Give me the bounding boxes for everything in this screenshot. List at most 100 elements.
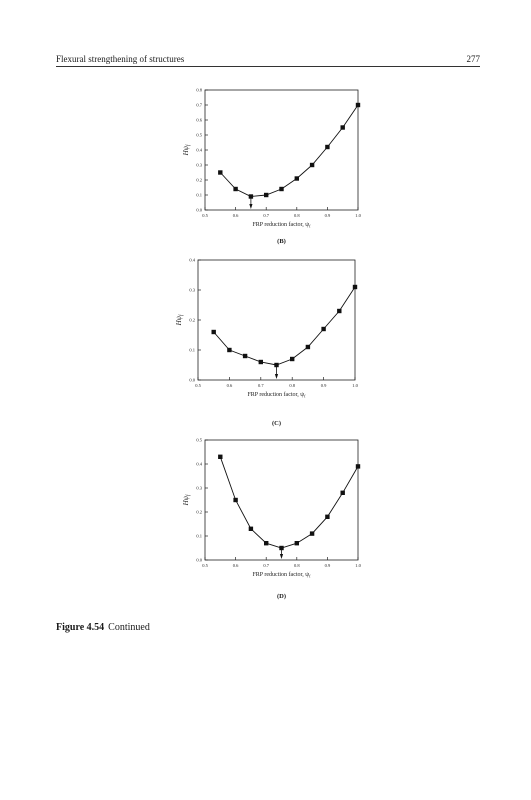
data-point-marker: [325, 144, 330, 150]
header-rule: [56, 66, 480, 67]
y-tick-label: 0.3: [196, 486, 202, 491]
data-point-marker: [340, 125, 345, 130]
y-tick-label: 0.3: [189, 288, 195, 293]
x-tick-label: 0.7: [258, 383, 264, 388]
y-tick-label: 0.8: [196, 88, 202, 93]
x-axis-label-subscript: f: [309, 574, 311, 579]
min-arrow-head: [279, 554, 284, 559]
data-point-marker: [233, 497, 238, 503]
running-head: Flexural strengthening of structures 277: [56, 52, 480, 66]
data-point-marker: [264, 192, 269, 198]
x-tick-label: 0.7: [263, 213, 269, 218]
data-point-marker: [355, 464, 361, 469]
x-tick-label: 0.5: [202, 563, 208, 568]
x-tick-label: 0.8: [294, 563, 300, 568]
x-axis-label: FRP reduction factor, ψf: [247, 391, 306, 399]
y-axis-label: Hψf: [175, 314, 185, 326]
data-point-marker: [321, 326, 326, 332]
data-point-marker: [274, 362, 279, 368]
x-axis-label-text: FRP reduction factor, ψ: [252, 571, 309, 578]
y-tick-label: 0.2: [196, 178, 202, 183]
x-tick-label: 0.6: [227, 383, 233, 388]
running-head-title: Flexural strengthening of structures: [56, 54, 185, 64]
data-point-marker: [264, 541, 269, 546]
series-line: [219, 104, 359, 197]
x-axis-label: FRP reduction factor, ψf: [252, 571, 311, 579]
x-tick-label: 0.8: [289, 383, 295, 388]
data-point-marker: [355, 102, 361, 108]
x-tick-label: 0.5: [195, 383, 201, 388]
y-tick-label: 0.7: [196, 103, 202, 108]
x-tick-label: 1.0: [355, 213, 361, 218]
series-line: [213, 286, 356, 366]
data-point-marker: [218, 170, 223, 175]
data-point-marker: [309, 162, 315, 168]
plot-frame: [204, 89, 359, 211]
figure-label: Figure 4.54: [56, 622, 105, 633]
y-axis-label-subscript: f: [187, 144, 192, 146]
y-tick-label: 0.2: [189, 318, 195, 323]
x-tick-label: 1.0: [355, 563, 361, 568]
y-tick-label: 0.1: [189, 348, 195, 353]
y-axis-label-subscript: f: [187, 494, 192, 496]
data-point-marker: [309, 531, 315, 536]
chart-panel: 0.5 0.6 0.7 0.8 0.9 1.0 0.0 0.1 0.2 0.3 0.4 0.5 0.6 0…: [182, 88, 362, 245]
y-axis-label-text: Hψ: [175, 315, 183, 326]
x-axis-label-subscript: f: [309, 224, 311, 229]
data-point-marker: [352, 284, 358, 290]
y-axis-label: Hψf: [182, 494, 192, 506]
x-tick-label: 0.9: [325, 213, 331, 218]
min-arrow-head: [249, 204, 253, 209]
x-tick-label: 0.9: [321, 383, 327, 388]
x-axis-label-text: FRP reduction factor, ψ: [247, 391, 304, 398]
min-arrow-head: [274, 374, 279, 379]
y-axis-label: Hψf: [182, 144, 192, 156]
y-tick-label: 0.4: [189, 258, 195, 263]
x-axis-label-subscript: f: [304, 394, 306, 399]
data-point-marker: [248, 526, 254, 531]
data-point-marker: [211, 329, 216, 335]
y-axis-label-text: Hψ: [182, 145, 190, 156]
panel-label: (B): [277, 238, 286, 245]
y-tick-label: 0.4: [196, 148, 202, 153]
x-tick-label: 0.6: [233, 563, 239, 568]
y-tick-label: 0.5: [196, 438, 202, 443]
data-point-marker: [279, 186, 284, 192]
data-point-marker: [242, 353, 248, 359]
figure-caption: Figure 4.54 Continued: [56, 621, 150, 635]
y-tick-label: 0.2: [196, 510, 202, 515]
panel-label: (C): [272, 420, 281, 427]
y-axis-label-text: Hψ: [182, 495, 190, 506]
chart-panel: 0.5 0.6 0.7 0.8 0.9 1.0 0.0 0.1 0.2 0.3 0.4 0.5 FRP …: [182, 438, 362, 600]
x-tick-label: 0.5: [202, 213, 208, 218]
panel-label: (D): [277, 593, 286, 600]
x-tick-label: 1.0: [352, 383, 358, 388]
y-tick-label: 0.5: [196, 133, 202, 138]
data-point-marker: [340, 490, 345, 495]
data-point-marker: [258, 359, 263, 365]
series-line: [219, 456, 359, 549]
x-tick-label: 0.9: [325, 563, 331, 568]
data-point-marker: [218, 454, 223, 459]
data-point-marker: [305, 344, 311, 350]
data-point-marker: [233, 186, 238, 192]
y-tick-label: 0.1: [196, 193, 202, 198]
data-point-marker: [294, 541, 299, 546]
y-tick-label: 0.4: [196, 462, 202, 467]
data-point-marker: [337, 308, 342, 314]
y-tick-label: 0.3: [196, 163, 202, 168]
x-tick-label: 0.7: [263, 563, 269, 568]
x-axis-label: FRP reduction factor, ψf: [252, 221, 311, 229]
y-tick-label: 0.0: [196, 208, 202, 213]
figure-caption-text: Continued: [108, 622, 150, 633]
data-point-marker: [290, 356, 295, 362]
y-axis-label-subscript: f: [180, 314, 185, 316]
y-tick-label: 0.0: [196, 558, 202, 563]
y-tick-label: 0.6: [196, 118, 202, 123]
chart-panel: 0.5 0.6 0.7 0.8 0.9 1.0 0.0 0.1 0.2 0.3 0.4 FRP red…: [175, 258, 359, 427]
data-point-marker: [227, 347, 232, 353]
y-tick-label: 0.1: [196, 534, 202, 539]
data-point-marker: [325, 514, 330, 519]
page-number: 277: [466, 54, 481, 64]
